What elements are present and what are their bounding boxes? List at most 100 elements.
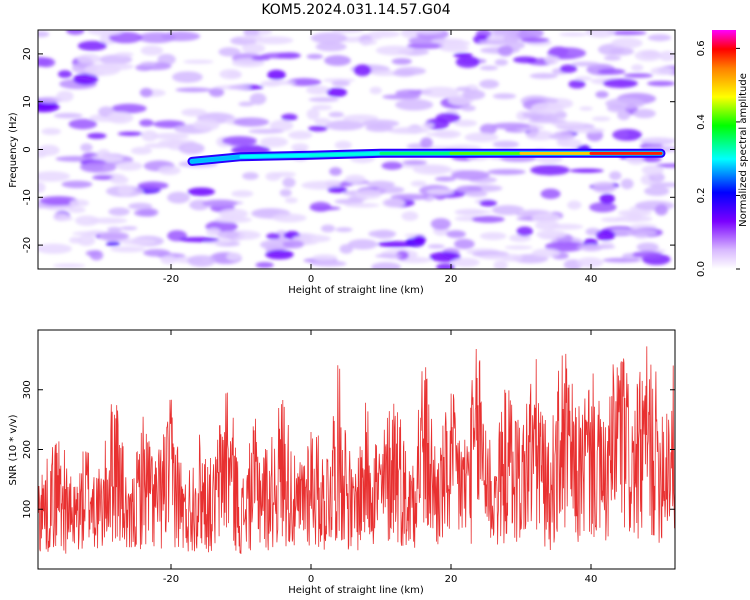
heatmap-cell (260, 136, 289, 148)
heatmap-cell (282, 240, 305, 249)
heatmap-x-tick-label: 20 (445, 274, 458, 285)
heatmap-cell (491, 122, 531, 130)
heatmap-y-tick-label: -20 (22, 237, 33, 253)
heatmap-cell (172, 71, 203, 83)
heatmap-cell (516, 226, 533, 237)
heatmap-cell (454, 238, 475, 250)
heatmap-cell (631, 64, 644, 72)
heatmap-cell (38, 144, 60, 156)
heatmap-cell (52, 263, 86, 268)
heatmap-cell (344, 174, 366, 184)
heatmap-cell (221, 135, 257, 146)
heatmap-cell (371, 262, 401, 269)
heatmap-cell (284, 197, 298, 204)
heatmap-cell (76, 235, 96, 246)
heatmap-cell (158, 165, 181, 176)
heatmap-cell (56, 216, 74, 221)
heatmap-cell (646, 80, 675, 87)
heatmap-ridge-segment (309, 151, 383, 157)
heatmap-cell (310, 32, 348, 44)
heatmap-cell (525, 130, 555, 141)
heatmap-cell (218, 208, 249, 219)
heatmap-cell (609, 47, 635, 56)
heatmap-cell (531, 248, 561, 258)
snr-panel: -20 0 20 40 100 200 300 Height of straight li… (8, 329, 676, 596)
heatmap-cell (347, 239, 378, 250)
heatmap-cell (430, 38, 465, 44)
heatmap-cell (471, 215, 505, 223)
heatmap-cell (576, 257, 604, 268)
heatmap-cell (554, 110, 567, 120)
heatmap-cell (567, 200, 582, 210)
heatmap-cell (429, 251, 461, 262)
heatmap-cell (541, 115, 558, 121)
heatmap-cell (446, 230, 466, 239)
snr-x-axis-label: Height of straight line (km) (288, 585, 424, 596)
heatmap-cell (187, 187, 215, 197)
heatmap-cell (536, 230, 567, 239)
colorbar-tick-label: 0.0 (696, 261, 707, 277)
heatmap-cell (144, 143, 174, 149)
heatmap-cell (111, 103, 147, 114)
heatmap-cell (607, 30, 647, 36)
heatmap-cell (559, 64, 578, 73)
heatmap-cell (579, 106, 593, 111)
heatmap-cell (435, 112, 461, 123)
heatmap-cell (391, 58, 412, 65)
heatmap-cell (375, 253, 403, 258)
heatmap-cell (38, 243, 72, 254)
heatmap-cell (308, 97, 340, 103)
heatmap-cell (408, 36, 447, 46)
heatmap-cells (38, 30, 675, 269)
heatmap-cell (353, 64, 372, 77)
heatmap-cell (395, 99, 434, 111)
colorbar-tick-label: 0.4 (696, 114, 707, 130)
heatmap-cell (81, 161, 117, 173)
heatmap-cell (513, 56, 537, 64)
heatmap-cell (623, 73, 654, 78)
heatmap-cell (315, 42, 347, 52)
heatmap-cell (344, 203, 380, 208)
heatmap-cell (603, 55, 622, 61)
heatmap-cell (193, 118, 220, 131)
heatmap-cell (202, 199, 238, 208)
heatmap-cell (617, 110, 631, 121)
heatmap-cell (636, 242, 659, 252)
heatmap-cell (267, 69, 286, 80)
snr-x-tick-label: 20 (445, 574, 458, 585)
heatmap-cell (281, 113, 298, 121)
heatmap-cell (479, 65, 499, 71)
heatmap-cell (494, 58, 508, 66)
heatmap-cell (98, 231, 130, 242)
heatmap-cell (391, 126, 431, 134)
heatmap-cell (308, 125, 328, 132)
heatmap-cell (632, 108, 656, 119)
heatmap-cell (109, 175, 129, 185)
heatmap-cell (38, 171, 71, 182)
heatmap-cell (214, 85, 251, 90)
heatmap-cell (479, 232, 507, 241)
heatmap-cell (86, 30, 125, 36)
heatmap-cell (568, 79, 586, 89)
heatmap-cell (427, 244, 445, 249)
heatmap-cell (609, 171, 622, 181)
heatmap-cell (243, 30, 260, 37)
heatmap-cell (329, 167, 342, 176)
heatmap-x-ticks: -20 0 20 40 (163, 30, 598, 285)
heatmap-cell (520, 37, 550, 43)
heatmap-cell (421, 122, 435, 128)
heatmap-cell (157, 53, 176, 66)
heatmap-cell (368, 230, 397, 238)
heatmap-cell (595, 229, 616, 241)
heatmap-x-tick-label: 40 (585, 274, 598, 285)
heatmap-cell (548, 46, 569, 57)
heatmap-cell (570, 127, 606, 134)
heatmap-cell (143, 249, 171, 257)
heatmap-cell (589, 202, 617, 213)
snr-y-ticks: 100 200 300 (22, 380, 675, 519)
heatmap-cell (376, 186, 405, 194)
heatmap-cell (540, 188, 561, 200)
heatmap-cell (80, 143, 93, 152)
heatmap-cell (580, 244, 603, 252)
heatmap-cell (396, 250, 409, 260)
